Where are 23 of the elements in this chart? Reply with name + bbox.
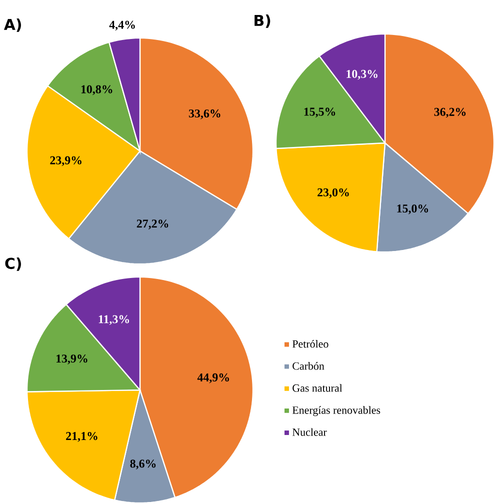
data-label: 15,0% <box>397 204 428 214</box>
data-label: 36,2% <box>434 108 466 118</box>
legend-label: Carbón <box>292 362 324 370</box>
data-label: 15,5% <box>304 108 336 118</box>
chart-title: B) <box>254 14 270 28</box>
data-label: 8,6% <box>130 460 156 470</box>
data-label: 44,9% <box>198 373 230 384</box>
legend-label: Petróleo <box>292 340 328 348</box>
data-label: 10,8% <box>82 85 112 96</box>
data-label: 11,3% <box>99 315 130 325</box>
legend-label: Nuclear <box>292 428 327 436</box>
legend-label: Gas natural <box>292 384 342 392</box>
data-label: 23,0% <box>318 188 350 198</box>
data-label: 10,3% <box>346 70 378 80</box>
data-label: 33,6% <box>189 109 220 120</box>
legend-label: Energías renovables <box>292 406 380 416</box>
data-label: 23,9% <box>50 156 82 166</box>
data-label: 4,4% <box>109 20 136 31</box>
data-label: 21,1% <box>66 432 98 442</box>
data-label: 27,2% <box>137 220 168 230</box>
data-label: 13,9% <box>56 354 88 364</box>
chart-title: C) <box>5 258 22 271</box>
chart-title: A) <box>4 18 22 32</box>
